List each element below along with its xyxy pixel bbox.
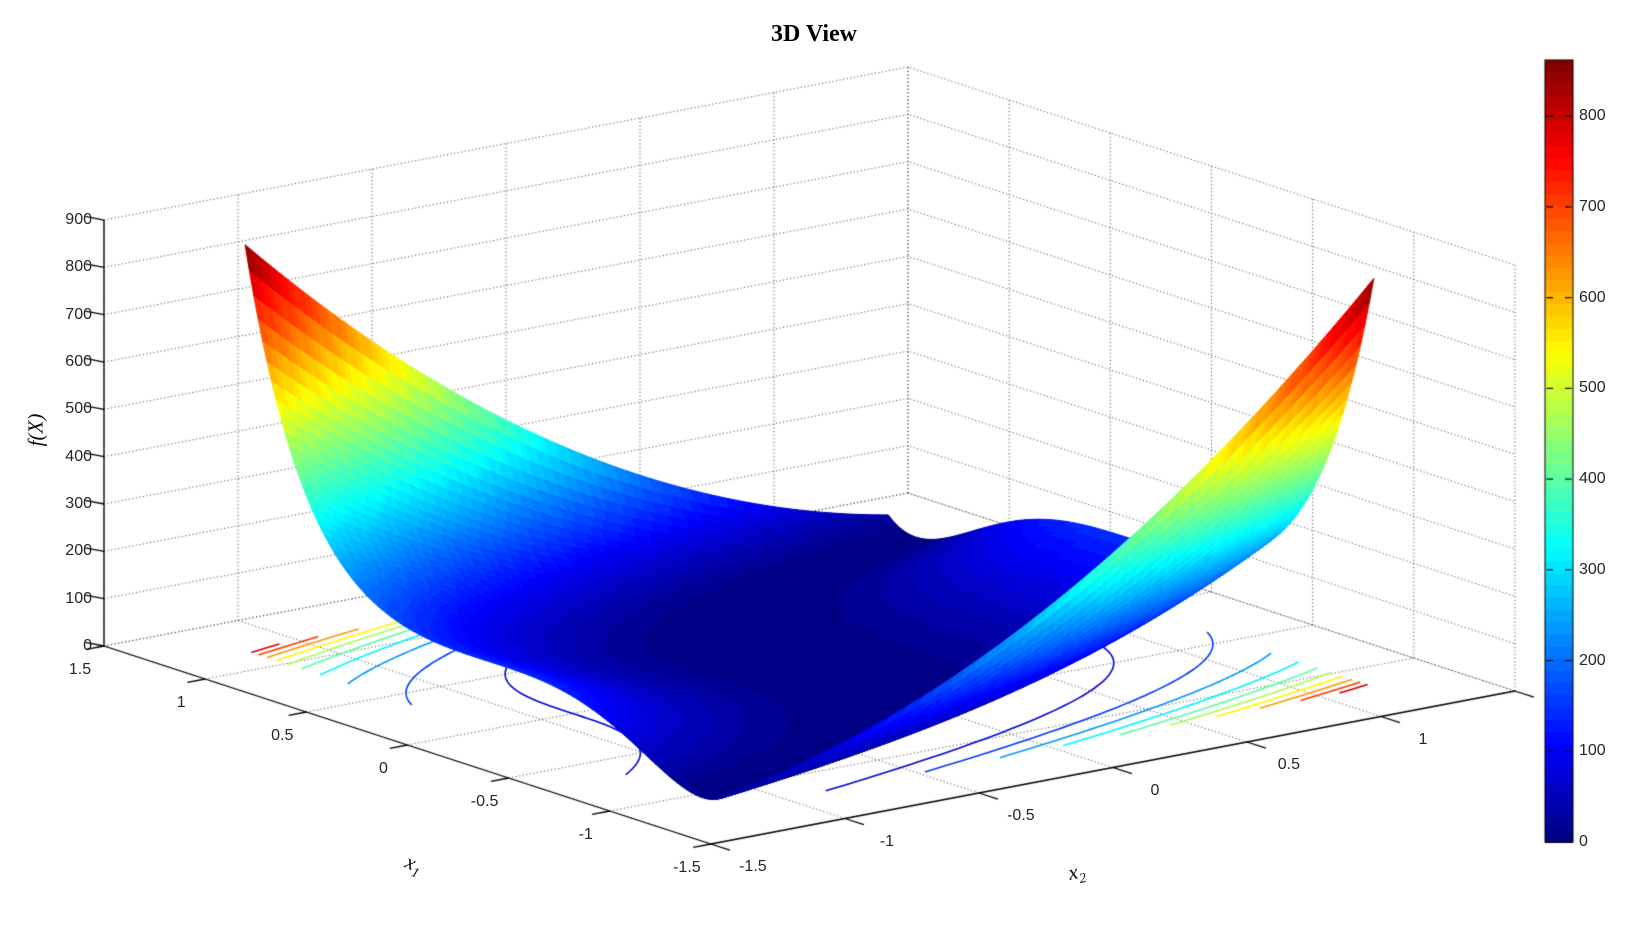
- colorbar-tick-label: 800: [1579, 107, 1606, 125]
- x1-tick-label: 1: [176, 694, 186, 711]
- z-tick-label: 600: [65, 353, 92, 371]
- x2-tick-label: -1: [879, 832, 895, 850]
- x1-tick-label: 1.5: [68, 661, 92, 678]
- x2-tick-label: 0.5: [1277, 756, 1301, 773]
- colorbar-tick-label: 500: [1579, 379, 1606, 397]
- z-tick-label: 300: [65, 495, 92, 512]
- z-tick-label: 100: [65, 589, 92, 607]
- colorbar-tick-label: 700: [1579, 197, 1606, 215]
- z-tick-label: 900: [65, 211, 92, 229]
- x1-tick-label: -1.5: [673, 859, 701, 876]
- colorbar-tick-label: 600: [1579, 288, 1606, 306]
- colorbar-tick-label: 300: [1579, 560, 1606, 578]
- z-axis-label: f(X): [23, 413, 48, 447]
- x2-tick-label: 1: [1418, 730, 1428, 748]
- x1-tick-label: 0: [378, 760, 388, 777]
- colorbar-tick-label: 100: [1579, 742, 1606, 760]
- z-tick-label: 400: [65, 447, 92, 465]
- z-tick-label: 700: [65, 305, 92, 323]
- z-tick-label: 0: [83, 637, 92, 654]
- x1-tick-label: 0.5: [271, 727, 294, 744]
- x2-tick-label: -1.5: [739, 858, 767, 875]
- x2-tick-label: -0.5: [1007, 807, 1035, 824]
- colorbar-tick-label: 0: [1579, 833, 1588, 850]
- chart-title: 3D View: [771, 21, 857, 47]
- x2-tick-label: 0: [1150, 781, 1160, 799]
- x1-tick-label: -0.5: [470, 793, 499, 810]
- colorbar-tick-label: 200: [1579, 651, 1606, 669]
- z-tick-label: 200: [65, 542, 92, 560]
- z-tick-label: 500: [65, 400, 92, 418]
- z-tick-label: 800: [65, 258, 92, 276]
- x1-tick-label: -1: [578, 826, 593, 843]
- colorbar-tick-label: 400: [1579, 470, 1606, 488]
